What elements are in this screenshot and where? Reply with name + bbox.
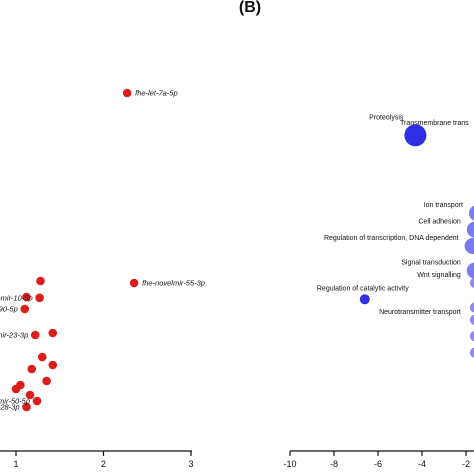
mirna-point <box>42 376 51 386</box>
right-tick-label: -2 <box>462 459 470 469</box>
go-bubble <box>469 314 474 325</box>
mirna-label: fhe-novelmir-50-5p <box>0 397 30 406</box>
go-term-label: Wnt signalling <box>417 272 461 279</box>
mirna-point <box>32 396 42 406</box>
left-tick-label: 2 <box>101 459 106 469</box>
go-bubble <box>466 221 474 238</box>
go-term-label: Neurotransmitter transport <box>379 309 461 316</box>
right-bubbles <box>359 124 474 358</box>
go-bubble <box>469 277 474 288</box>
mirna-point <box>48 360 58 370</box>
go-bubble <box>469 347 474 358</box>
go-term-bubble-plot: -10 -8 -6 -4 -2 Proteolysis Ion transport Cell… <box>283 114 474 469</box>
mirna-point <box>129 278 139 288</box>
right-tick-label: -10 <box>283 459 296 469</box>
right-x-ticks: -10 -8 -6 -4 -2 <box>283 451 470 469</box>
mirna-point <box>36 276 45 286</box>
go-bubble <box>359 294 370 305</box>
right-bubble-labels: Proteolysis Ion transport Cell adhesion Reg… <box>317 114 463 315</box>
mirna-point <box>122 88 132 98</box>
mirna-point <box>35 293 44 303</box>
mirna-label: mir-23-3p <box>0 331 28 340</box>
mirna-point <box>25 390 35 400</box>
mirna-label: fhe-novelmir-55-3p <box>142 279 205 288</box>
go-bubble <box>466 262 474 279</box>
mirna-point <box>20 304 30 314</box>
right-tick-label: -8 <box>330 459 338 469</box>
annotation-transmembrane: Transmembrane trans <box>400 120 469 127</box>
left-x-ticks: 1 2 3 <box>13 451 194 469</box>
left-tick-label: 1 <box>13 459 18 469</box>
go-bubble <box>469 302 474 313</box>
mirna-point <box>27 364 37 374</box>
go-bubble <box>469 205 474 221</box>
mirna-point <box>37 352 47 362</box>
mirna-label: fhe-mir-10-5p <box>0 293 33 302</box>
mirna-scatter-plot: 1 2 3 fhe-let-7a-5p fhe-novelmir-55-3p fhe-m… <box>0 88 205 469</box>
go-term-label: Cell adhesion <box>418 219 461 226</box>
go-bubble <box>464 238 474 254</box>
right-tick-label: -6 <box>374 459 382 469</box>
panel-label: (B) <box>239 0 261 16</box>
go-term-label: Signal transduction <box>401 260 461 267</box>
go-term-label: Regulation of transcription, DNA depende… <box>324 235 459 242</box>
left-tick-label: 3 <box>188 459 193 469</box>
mirna-label: fhe-let-7a-5p <box>135 89 178 98</box>
mirna-label: 90-5p <box>0 305 18 314</box>
go-term-label: Regulation of catalytic activity <box>317 285 409 292</box>
mirna-label: novelmir-28-3p <box>0 403 20 412</box>
go-term-label: Proteolysis <box>369 114 404 121</box>
left-points <box>11 88 139 412</box>
go-bubble <box>469 331 474 342</box>
mirna-point <box>22 402 31 412</box>
go-term-label: Ion transport <box>424 202 463 209</box>
mirna-point <box>11 384 21 394</box>
mirna-point <box>22 292 31 302</box>
right-tick-label: -4 <box>418 459 426 469</box>
left-point-labels: fhe-let-7a-5p fhe-novelmir-55-3p fhe-mir-1… <box>0 89 205 412</box>
mirna-point <box>48 328 58 338</box>
go-bubble <box>404 124 427 147</box>
mirna-point <box>30 330 40 340</box>
